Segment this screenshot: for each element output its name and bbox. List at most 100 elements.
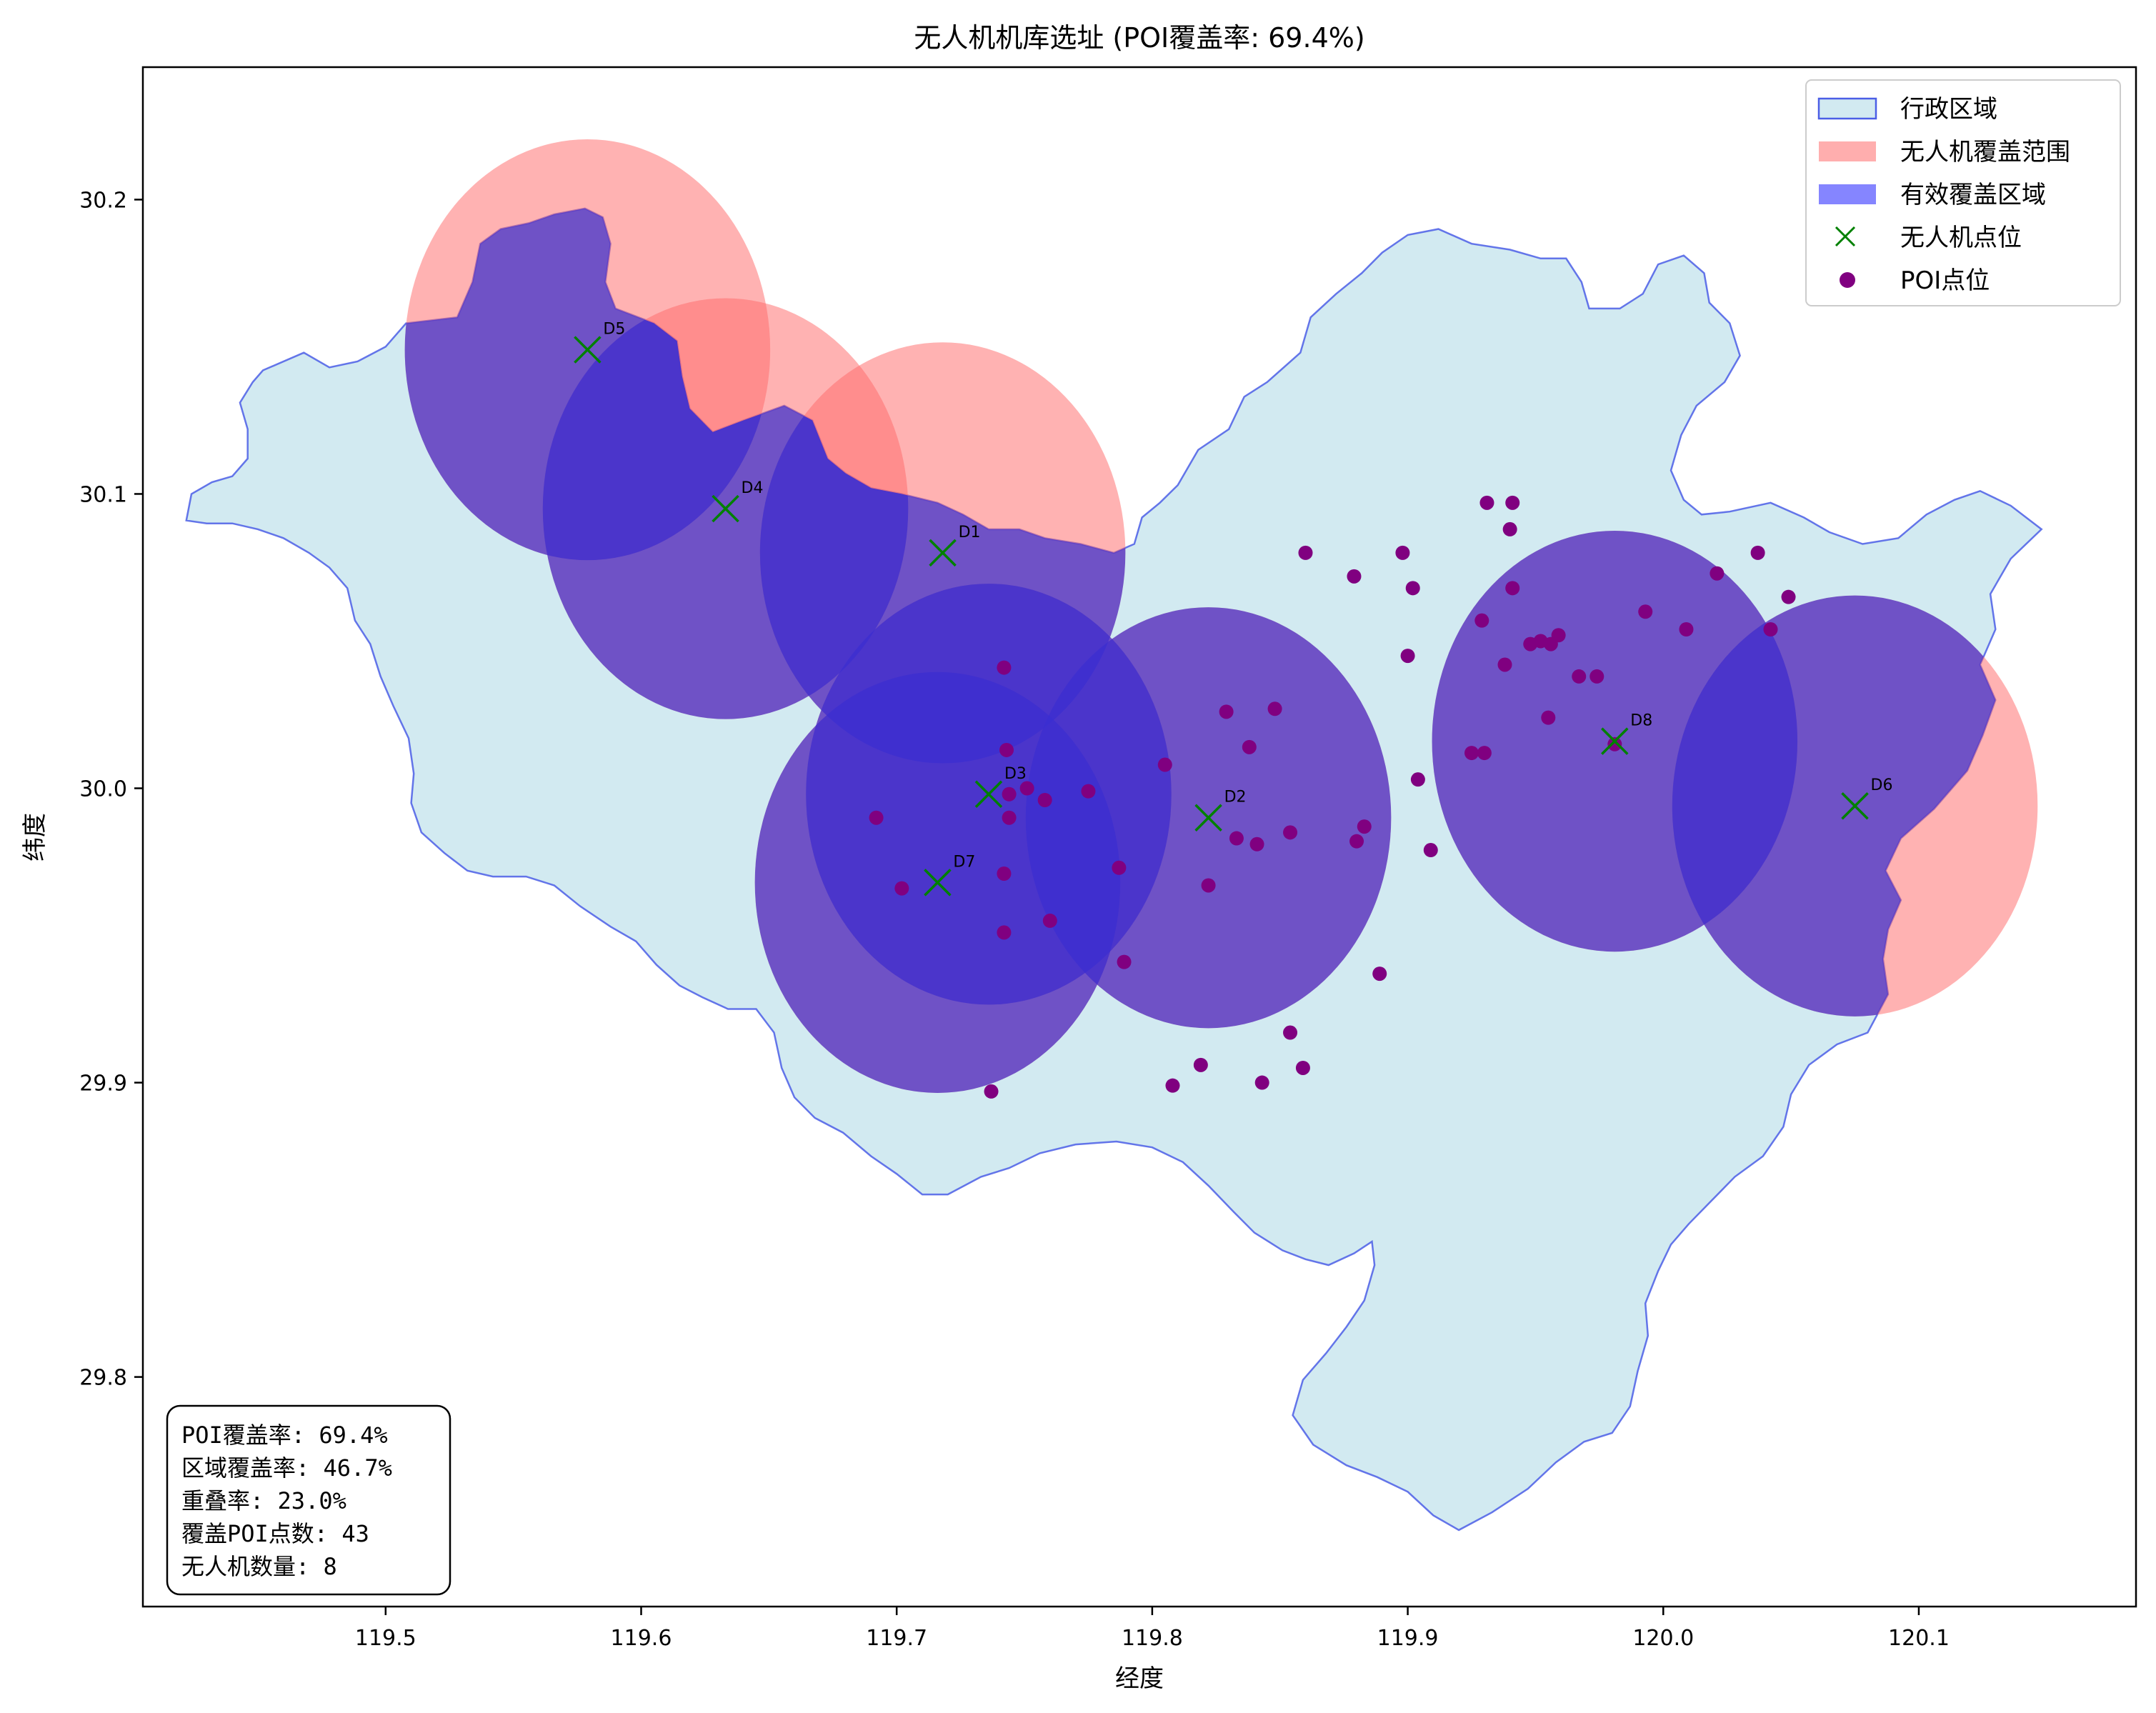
drone-marker-d1 [929,539,957,567]
poi-point [1474,613,1489,628]
y-tick-label: 29.8 [79,1366,127,1391]
y-axis-title: 纬度 [21,813,49,862]
poi-point [1219,704,1234,719]
poi-point [1201,878,1216,893]
poi-point [1405,581,1420,596]
drone-label-d6: D6 [1871,776,1893,794]
poi-point [1710,566,1725,581]
drone-marker-stroke [974,780,1003,808]
drone-marker-d5 [574,336,602,364]
poi-point [984,1084,999,1099]
stats-line-area-coverage: 区域覆盖率: 46.7% [181,1454,392,1482]
poi-point [1193,1057,1208,1072]
legend-item-poi: POI点位 [1840,266,1990,295]
y-axis: 29.8 29.9 30.0 30.1 30.2 [79,188,143,1391]
stats-line-covered-poi-count: 覆盖POI点数: 43 [181,1520,369,1547]
drone-label-d8: D8 [1630,712,1652,730]
poi-point [1117,954,1132,969]
poi-point [999,742,1014,757]
legend-item-drone: 无人机点位 [1835,224,2022,252]
drone-marker-stroke [712,494,739,523]
poi-point [1037,792,1052,807]
legend-swatch-region [1817,97,1877,120]
poi-point [1607,736,1622,751]
drone-marker-d8 [1601,727,1629,755]
poi-point [1254,1075,1269,1090]
legend-marker-poi [1840,272,1855,288]
poi-point [1298,545,1313,560]
x-tick-label: 120.1 [1888,1626,1950,1651]
poi-point [1283,825,1298,840]
legend-swatch-effective [1819,184,1876,204]
x-tick-label: 119.7 [866,1626,927,1651]
poi-point [1410,772,1425,787]
y-tick-label: 30.2 [79,188,127,213]
poi-point [1165,1078,1180,1093]
drone-label-d2: D2 [1224,789,1247,806]
drone-marker-stroke [924,869,952,897]
poi-point [1395,545,1410,560]
poi-point [997,660,1012,675]
poi-point [997,925,1012,940]
plot-area: D1 D2 D3 D4 D5 D6 D7 D8 [185,139,2043,1532]
poi-point [894,881,909,896]
y-tick-label: 30.0 [79,777,127,802]
legend-label-drone: 无人机点位 [1900,224,2022,252]
poi-point [1497,657,1512,672]
poi-point [1242,739,1257,754]
drone-label-d1: D1 [959,524,981,541]
x-axis: 119.5 119.6 119.7 119.8 119.9 120.0 120.1 [355,1607,1950,1651]
poi-point [1157,757,1172,772]
plot-frame [141,66,2137,1608]
poi-point [1551,628,1566,643]
drone-marker-stroke [929,539,957,567]
poi-point [1081,784,1096,799]
x-tick-label: 119.5 [355,1626,416,1651]
x-tick-label: 119.8 [1122,1626,1183,1651]
poi-point [1541,710,1556,725]
drone-marker-stroke [574,336,602,364]
poi-point [1295,1060,1310,1075]
poi-point [869,810,884,825]
stats-box: POI覆盖率: 69.4% 区域覆盖率: 46.7% 重叠率: 23.0% 覆盖… [166,1404,451,1596]
drone-label-d3: D3 [1004,765,1027,783]
drone-label-d7: D7 [953,853,975,871]
drone-marker-stroke [1841,791,1869,820]
stats-box-frame [166,1404,451,1596]
poi-point [1477,746,1492,761]
poi-point [1763,622,1778,637]
poi-point [1589,669,1604,684]
poi-point [1750,545,1765,560]
drone-label-d5: D5 [603,321,625,339]
legend-item-region: 行政区域 [1817,95,1997,124]
legend-label-poi: POI点位 [1900,266,1990,295]
x-tick-label: 120.0 [1632,1626,1694,1651]
legend-swatch-coverage [1819,141,1876,161]
legend-label-region: 行政区域 [1900,95,1997,124]
x-tick-label: 119.6 [611,1626,672,1651]
poi-point [1019,781,1034,796]
drone-marker-d3 [974,780,1003,808]
drone-marker-stroke [1601,727,1629,755]
legend-marker-drone [1835,226,1856,247]
y-tick-label: 29.9 [79,1072,127,1097]
poi-point [1347,569,1362,584]
poi-point [1042,913,1057,928]
poi-point [1112,860,1127,875]
drone-marker-d2 [1194,804,1222,831]
poi-point [1002,786,1017,801]
drone-label-d4: D4 [742,479,764,497]
poi-point [1372,967,1387,982]
stats-line-overlap: 重叠率: 23.0% [181,1487,346,1514]
poi-point [1479,495,1494,510]
legend: 行政区域 无人机覆盖范围 有效覆盖区域 无人机点位 POI点位 [1805,79,2121,306]
poi-point [1400,649,1415,664]
drone-layer: D1 D2 D3 D4 D5 D6 D7 D8 [574,321,1893,897]
drone-marker-stroke [1194,804,1222,831]
poi-point [1502,521,1517,536]
x-tick-label: 119.9 [1377,1626,1439,1651]
poi-point [1638,604,1653,619]
legend-item-coverage: 无人机覆盖范围 [1819,138,2070,166]
